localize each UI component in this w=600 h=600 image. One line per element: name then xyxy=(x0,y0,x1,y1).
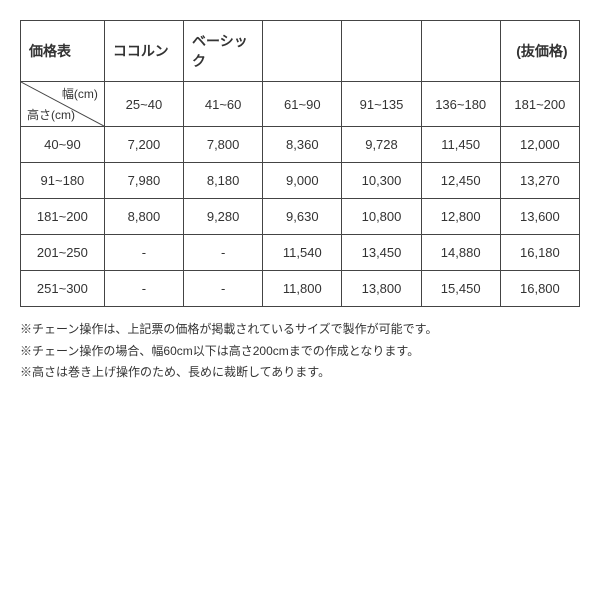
note-line: ※高さは巻き上げ操作のため、長めに裁断してあります。 xyxy=(20,362,580,384)
price-cell: - xyxy=(104,235,183,271)
header-row-2: 幅(cm) 高さ(cm) 25~40 41~60 61~90 91~135 13… xyxy=(21,82,580,127)
table-row: 40~907,2007,8008,3609,72811,45012,000 xyxy=(21,127,580,163)
price-cell: 9,000 xyxy=(263,163,342,199)
price-cell: 13,800 xyxy=(342,271,421,307)
price-cell: 14,880 xyxy=(421,235,500,271)
note-line: ※チェーン操作は、上記票の価格が掲載されているサイズで製作が可能です。 xyxy=(20,319,580,341)
height-label: 高さ(cm) xyxy=(27,106,75,123)
diagonal-header: 幅(cm) 高さ(cm) xyxy=(21,82,105,127)
table-row: 181~2008,8009,2809,63010,80012,80013,600 xyxy=(21,199,580,235)
notes-section: ※チェーン操作は、上記票の価格が掲載されているサイズで製作が可能です。 ※チェー… xyxy=(20,319,580,384)
price-cell: 13,600 xyxy=(500,199,579,235)
price-cell: 15,450 xyxy=(421,271,500,307)
price-cell: 16,800 xyxy=(500,271,579,307)
empty-cell xyxy=(342,21,421,82)
price-cell: - xyxy=(104,271,183,307)
price-cell: 7,200 xyxy=(104,127,183,163)
brand-cell-1: ココルン xyxy=(104,21,183,82)
price-cell: 10,800 xyxy=(342,199,421,235)
empty-cell xyxy=(263,21,342,82)
price-cell: 8,360 xyxy=(263,127,342,163)
height-range: 91~180 xyxy=(21,163,105,199)
price-cell: 12,450 xyxy=(421,163,500,199)
empty-cell xyxy=(421,21,500,82)
price-cell: 8,800 xyxy=(104,199,183,235)
width-range: 61~90 xyxy=(263,82,342,127)
price-cell: - xyxy=(184,235,263,271)
price-cell: 11,540 xyxy=(263,235,342,271)
price-cell: 8,180 xyxy=(184,163,263,199)
table-row: 201~250--11,54013,45014,88016,180 xyxy=(21,235,580,271)
height-range: 251~300 xyxy=(21,271,105,307)
height-range: 40~90 xyxy=(21,127,105,163)
price-cell: 16,180 xyxy=(500,235,579,271)
note-line: ※チェーン操作の場合、幅60cm以下は高さ200cmまでの作成となります。 xyxy=(20,341,580,363)
width-range: 136~180 xyxy=(421,82,500,127)
price-cell: - xyxy=(184,271,263,307)
price-table: 価格表 ココルン ベーシック (抜価格) 幅(cm) 高さ(cm) 25~40 … xyxy=(20,20,580,307)
width-range: 91~135 xyxy=(342,82,421,127)
title-cell: 価格表 xyxy=(21,21,105,82)
table-row: 91~1807,9808,1809,00010,30012,45013,270 xyxy=(21,163,580,199)
price-cell: 9,280 xyxy=(184,199,263,235)
price-cell: 10,300 xyxy=(342,163,421,199)
height-range: 181~200 xyxy=(21,199,105,235)
brand-cell-2: ベーシック xyxy=(184,21,263,82)
price-cell: 11,800 xyxy=(263,271,342,307)
price-cell: 13,270 xyxy=(500,163,579,199)
width-range: 25~40 xyxy=(104,82,183,127)
price-cell: 11,450 xyxy=(421,127,500,163)
height-range: 201~250 xyxy=(21,235,105,271)
price-note-cell: (抜価格) xyxy=(500,21,579,82)
price-cell: 7,800 xyxy=(184,127,263,163)
header-row-1: 価格表 ココルン ベーシック (抜価格) xyxy=(21,21,580,82)
table-body: 40~907,2007,8008,3609,72811,45012,00091~… xyxy=(21,127,580,307)
width-range: 181~200 xyxy=(500,82,579,127)
price-cell: 12,800 xyxy=(421,199,500,235)
price-cell: 9,630 xyxy=(263,199,342,235)
price-cell: 9,728 xyxy=(342,127,421,163)
table-row: 251~300--11,80013,80015,45016,800 xyxy=(21,271,580,307)
price-cell: 13,450 xyxy=(342,235,421,271)
width-range: 41~60 xyxy=(184,82,263,127)
price-cell: 7,980 xyxy=(104,163,183,199)
price-cell: 12,000 xyxy=(500,127,579,163)
width-label: 幅(cm) xyxy=(62,85,98,102)
